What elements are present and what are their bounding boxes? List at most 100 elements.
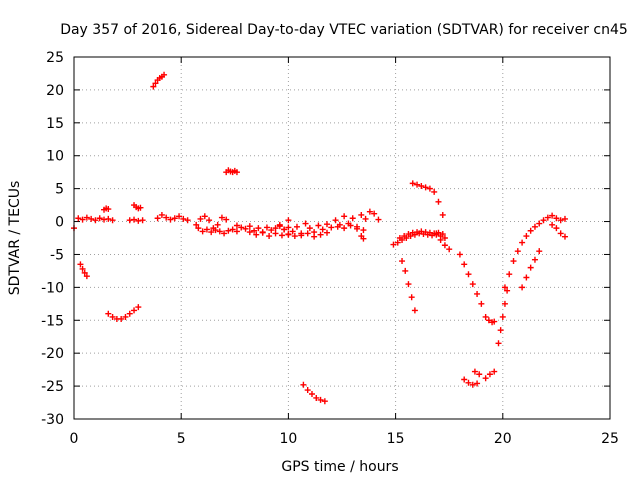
- data-point: [199, 228, 206, 235]
- data-point: [315, 222, 322, 229]
- series-arc-29: [482, 313, 498, 326]
- y-tick-label: 15: [46, 116, 64, 132]
- data-point: [203, 226, 210, 233]
- data-point: [126, 310, 133, 317]
- data-point: [431, 188, 438, 195]
- data-point: [161, 71, 168, 78]
- data-point: [553, 215, 560, 222]
- data-point: [409, 180, 416, 187]
- data-point: [171, 215, 178, 222]
- data-point: [549, 221, 556, 228]
- data-point: [523, 233, 530, 240]
- data-point: [83, 273, 90, 280]
- series-arc-23: [409, 180, 446, 218]
- data-point: [531, 256, 538, 263]
- data-point: [122, 313, 129, 320]
- data-point: [499, 313, 506, 320]
- series-arc-09: [193, 213, 230, 232]
- data-point: [293, 223, 300, 230]
- data-point: [233, 228, 240, 235]
- data-point: [79, 216, 86, 223]
- data-point: [298, 232, 305, 239]
- data-point: [77, 261, 84, 268]
- data-point: [461, 261, 468, 268]
- data-point: [402, 267, 409, 274]
- data-point: [323, 221, 330, 228]
- series-arc-30: [495, 287, 511, 347]
- data-point: [317, 231, 324, 238]
- data-point: [358, 211, 365, 218]
- data-point: [238, 224, 245, 231]
- data-point: [302, 220, 309, 227]
- data-point: [233, 169, 240, 176]
- data-point: [272, 230, 279, 237]
- data-point: [422, 184, 429, 191]
- data-point: [176, 213, 183, 220]
- tick-labels: 0 5 10 15 20 25 25 20 15 10 5 0 -5 -10 -15 -20 -25 -30: [41, 50, 619, 447]
- data-point: [321, 398, 328, 405]
- data-point: [553, 225, 560, 232]
- data-point: [81, 269, 88, 276]
- data-point: [180, 215, 187, 222]
- data-point: [549, 212, 556, 219]
- data-point: [218, 214, 225, 221]
- series-arc-28: [482, 368, 498, 382]
- series-arc-22: [399, 258, 418, 314]
- data-point: [158, 211, 165, 218]
- data-point: [206, 217, 213, 224]
- data-point: [360, 227, 367, 234]
- x-axis-label: GPS time / hours: [281, 459, 398, 475]
- series-arc-02: [77, 261, 90, 280]
- series-arc-27: [471, 368, 483, 378]
- data-point: [474, 380, 481, 387]
- series-arc-04: [105, 304, 142, 322]
- data-point: [281, 226, 288, 233]
- data-point: [341, 225, 348, 232]
- data-point: [501, 284, 508, 291]
- y-tick-label: 5: [55, 182, 64, 198]
- series-arc-14: [276, 217, 335, 237]
- data-point: [225, 227, 232, 234]
- data-points: [71, 71, 568, 405]
- series-arc-15: [285, 229, 330, 240]
- data-point: [411, 307, 418, 314]
- data-point: [408, 294, 415, 301]
- data-point: [285, 224, 292, 231]
- data-point: [405, 231, 412, 238]
- data-point: [266, 233, 273, 240]
- data-point: [201, 213, 208, 220]
- chart-title: Day 357 of 2016, Sidereal Day-to-day VTE…: [60, 22, 628, 38]
- data-point: [75, 215, 82, 222]
- y-tick-label: -10: [41, 280, 64, 296]
- data-point: [347, 222, 354, 229]
- data-point: [465, 379, 472, 386]
- data-point: [131, 216, 138, 223]
- y-tick-label: 10: [46, 149, 64, 165]
- series-arc-03: [101, 205, 112, 213]
- data-point: [418, 183, 425, 190]
- data-point: [317, 396, 324, 403]
- data-point: [278, 232, 285, 239]
- data-point: [105, 310, 112, 317]
- series-arc-26: [461, 376, 481, 388]
- data-point: [469, 281, 476, 288]
- data-point: [137, 204, 144, 211]
- data-point: [435, 198, 442, 205]
- data-point: [561, 215, 568, 222]
- series-arc-24: [433, 230, 453, 253]
- series-arc-05: [131, 202, 144, 212]
- data-point: [401, 233, 408, 240]
- data-point: [229, 226, 236, 233]
- data-point: [259, 229, 266, 236]
- data-point: [396, 235, 403, 241]
- data-point: [514, 248, 521, 255]
- data-point: [304, 230, 311, 237]
- data-point: [332, 217, 339, 224]
- data-point: [263, 224, 270, 231]
- data-point: [150, 83, 157, 90]
- y-tick-label: 25: [46, 50, 64, 66]
- x-tick-label: 5: [177, 431, 186, 447]
- series-arc-16: [300, 381, 328, 405]
- data-point: [504, 287, 511, 294]
- data-point: [109, 313, 116, 320]
